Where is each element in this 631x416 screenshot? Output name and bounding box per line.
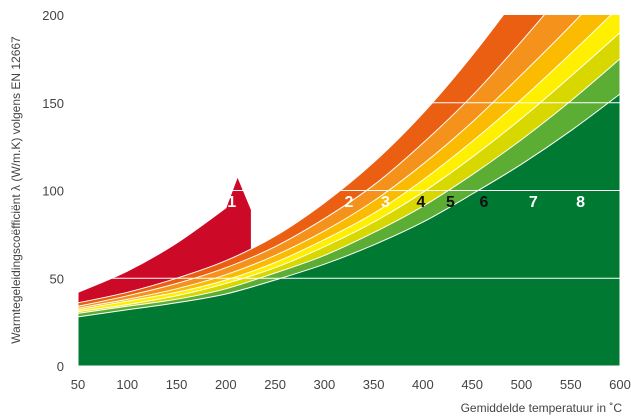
band-label-5: 5 <box>446 194 455 211</box>
y-tick-label: 0 <box>57 359 64 374</box>
x-tick-label: 400 <box>412 377 434 392</box>
band-8 <box>78 93 620 366</box>
x-tick-label: 150 <box>166 377 188 392</box>
x-tick-label: 250 <box>264 377 286 392</box>
band-label-2: 2 <box>345 194 354 211</box>
x-tick-label: 450 <box>461 377 483 392</box>
x-axis-label: Gemiddelde temperatuur in ˚C <box>461 401 623 415</box>
band-label-1: 1 <box>227 194 236 211</box>
band-label-3: 3 <box>381 194 390 211</box>
y-tick-label: 150 <box>42 96 64 111</box>
x-tick-label: 350 <box>363 377 385 392</box>
y-tick-label: 50 <box>50 271 64 286</box>
x-tick-label: 200 <box>215 377 237 392</box>
y-ticks-group: 0 50 100 150 200 <box>42 8 64 374</box>
x-tick-label: 550 <box>560 377 582 392</box>
y-tick-label: 200 <box>42 8 64 23</box>
x-tick-label: 100 <box>116 377 138 392</box>
x-tick-label: 50 <box>71 377 85 392</box>
x-ticks-group: 50 100 150 200 250 300 350 400 450 500 550 600 <box>71 377 631 392</box>
y-axis-label: Warmtegeleidingscoëfficiënt λ (W/m.K) vo… <box>9 36 23 344</box>
x-tick-label: 300 <box>314 377 336 392</box>
band-label-8: 8 <box>576 194 585 211</box>
x-tick-label: 500 <box>511 377 533 392</box>
band-label-7: 7 <box>529 194 538 211</box>
bands-group <box>78 15 620 366</box>
band-label-6: 6 <box>480 194 489 211</box>
y-tick-label: 100 <box>42 184 64 199</box>
band-label-4: 4 <box>416 194 425 211</box>
band-labels-group: 8 7 6 5 4 3 2 1 <box>227 194 585 211</box>
x-tick-label: 600 <box>609 377 631 392</box>
grid-group <box>78 102 620 279</box>
